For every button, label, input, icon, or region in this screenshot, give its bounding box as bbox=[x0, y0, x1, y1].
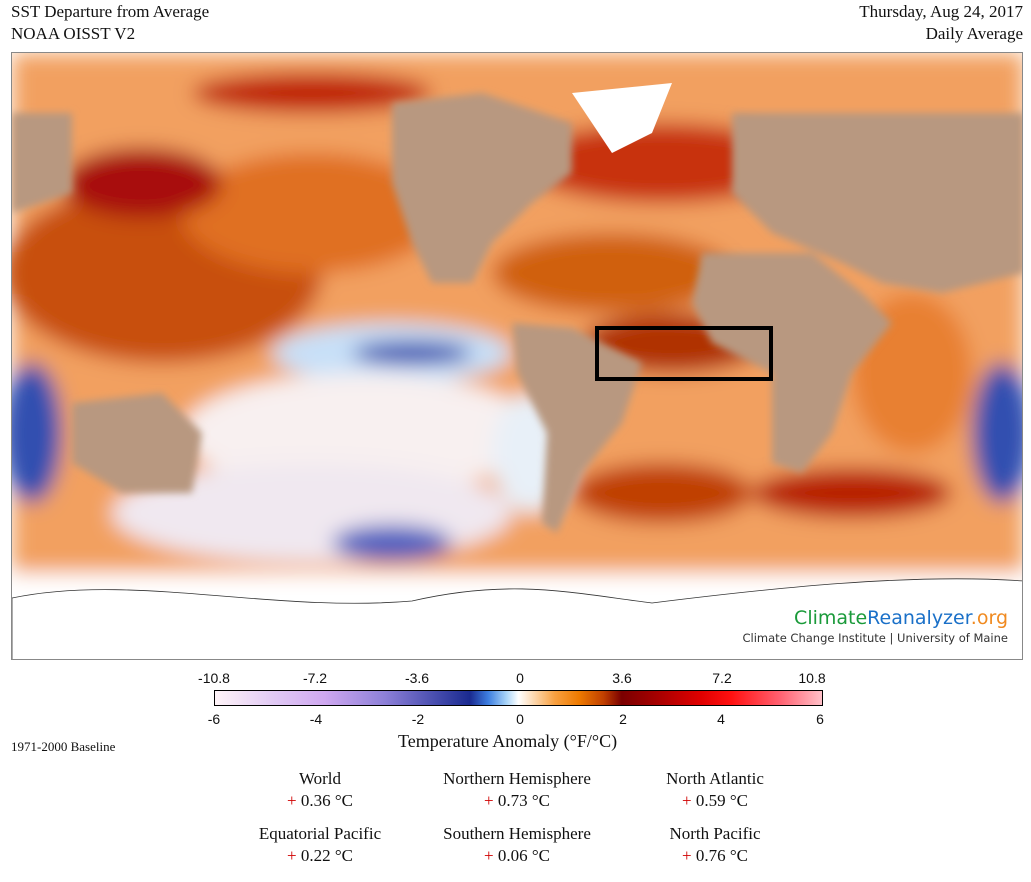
land-masses bbox=[12, 93, 1022, 533]
east-asia bbox=[12, 113, 72, 213]
stat-world: World + 0.36 °C bbox=[287, 769, 353, 810]
stat-north-atlantic: North Atlantic + 0.59 °C bbox=[666, 769, 764, 810]
antarctica bbox=[12, 578, 1022, 659]
stat-northern-hemisphere: Northern Hemisphere + 0.73 °C bbox=[443, 769, 591, 810]
stat-southern-hemisphere: Southern Hemisphere + 0.06 °C bbox=[443, 824, 591, 865]
tick-label: -2 bbox=[411, 711, 425, 727]
colorbar-label: Temperature Anomaly (°F/°C) bbox=[398, 731, 618, 751]
australia bbox=[72, 393, 202, 493]
baseline-label: 1971-2000 Baseline bbox=[11, 739, 116, 754]
tick-label: -4 bbox=[309, 711, 323, 727]
tick-label: 2 bbox=[619, 711, 627, 727]
highlight-box bbox=[595, 326, 773, 381]
stat-equatorial-pacific: Equatorial Pacific + 0.22 °C bbox=[258, 824, 382, 865]
institute-credit: Climate Change Institute | University of… bbox=[742, 631, 1008, 645]
tick-label: -3.6 bbox=[404, 670, 430, 686]
map-title: SST Departure from Average bbox=[11, 2, 210, 21]
north-america bbox=[392, 93, 572, 283]
color-scale-bar bbox=[214, 690, 823, 706]
tick-label: 3.6 bbox=[612, 670, 632, 686]
south-america bbox=[512, 323, 642, 533]
eurasia bbox=[732, 113, 1022, 293]
tick-label: -6 bbox=[207, 711, 221, 727]
climate-reanalyzer-logo: ClimateReanalyzer.org bbox=[794, 607, 1008, 629]
tick-label: 0 bbox=[516, 670, 524, 686]
tick-label: 10.8 bbox=[798, 670, 826, 686]
tick-label: 7.2 bbox=[712, 670, 732, 686]
tick-label: -7.2 bbox=[302, 670, 328, 686]
africa bbox=[692, 253, 892, 473]
date-label: Thursday, Aug 24, 2017 bbox=[859, 2, 1023, 21]
tick-label: 6 bbox=[816, 711, 824, 727]
map-canvas bbox=[12, 53, 1022, 659]
tick-label: -10.8 bbox=[198, 670, 230, 686]
dataset-name: NOAA OISST V2 bbox=[11, 24, 136, 43]
period-label: Daily Average bbox=[925, 24, 1023, 43]
tick-label: 4 bbox=[717, 711, 725, 727]
tick-label: 0 bbox=[516, 711, 524, 727]
sst-anomaly-map: ClimateReanalyzer.org Climate Change Ins… bbox=[11, 52, 1023, 660]
stat-north-pacific: North Pacific + 0.76 °C bbox=[669, 824, 761, 865]
greenland bbox=[572, 83, 672, 153]
